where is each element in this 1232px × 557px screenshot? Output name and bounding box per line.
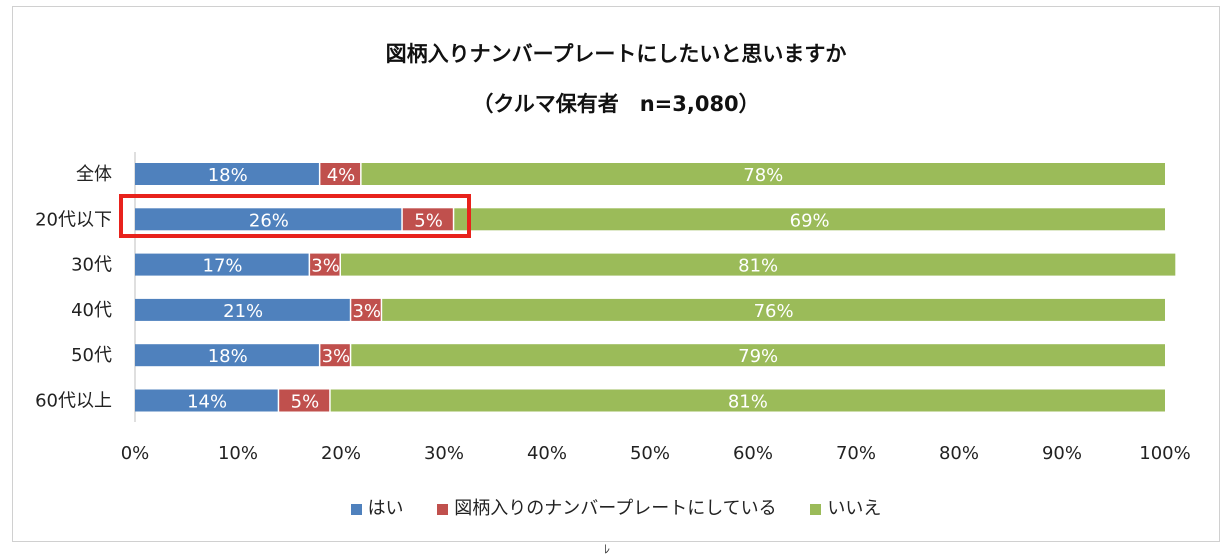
stacked-bar-chart: 全体 18% 4% 78% 20代以下 26% 5% 69% 30代 17% 3% 81% 40代 21%… bbox=[35, 152, 1191, 464]
x-tick-label: 0% bbox=[121, 443, 150, 464]
bar-segment bbox=[135, 344, 319, 367]
bar-segment bbox=[135, 208, 402, 231]
chart-subtitle: （クルマ保有者 n=3,080） bbox=[472, 92, 760, 116]
legend-item-no: いいえ bbox=[810, 494, 881, 520]
legend-label-already: 図柄入りのナンバープレートにしている bbox=[454, 498, 777, 519]
bar-segment bbox=[382, 298, 1165, 321]
x-tick-label: 30% bbox=[424, 443, 464, 464]
data-label: 3% bbox=[311, 256, 340, 277]
legend: はい 図柄入りのナンバープレートにしている いいえ bbox=[0, 494, 1232, 520]
x-tick-label: 20% bbox=[321, 443, 361, 464]
data-label: 18% bbox=[208, 165, 248, 186]
bar-segment bbox=[320, 344, 350, 367]
x-tick-label: 40% bbox=[527, 443, 567, 464]
bar-segment bbox=[310, 253, 340, 276]
data-label: 4% bbox=[327, 165, 356, 186]
bar-segment bbox=[351, 344, 1165, 367]
data-label: 5% bbox=[414, 210, 443, 231]
x-tick-label: 70% bbox=[836, 443, 876, 464]
bar-segment bbox=[135, 163, 319, 185]
x-tick-label: 100% bbox=[1139, 443, 1190, 464]
category-label: 50代 bbox=[71, 345, 112, 366]
data-label: 69% bbox=[790, 210, 830, 231]
legend-swatch-no bbox=[810, 503, 822, 515]
x-tick-label: 10% bbox=[218, 443, 258, 464]
data-label: 17% bbox=[203, 256, 243, 277]
footer-mark: ﾚ bbox=[604, 542, 611, 556]
bar-segment bbox=[341, 253, 1176, 276]
legend-label-no: いいえ bbox=[827, 498, 882, 519]
data-label: 81% bbox=[728, 392, 768, 413]
data-label: 26% bbox=[249, 210, 289, 231]
data-label: 18% bbox=[208, 346, 248, 367]
category-label: 30代 bbox=[71, 255, 112, 276]
category-label: 全体 bbox=[76, 164, 112, 185]
x-tick-label: 60% bbox=[733, 443, 773, 464]
bar-segment bbox=[135, 389, 278, 412]
highlight-box bbox=[119, 194, 471, 238]
x-tick-label: 50% bbox=[630, 443, 670, 464]
data-label: 3% bbox=[352, 301, 381, 322]
bar-segment bbox=[135, 298, 350, 321]
bar-segment bbox=[402, 208, 453, 231]
bar-segment bbox=[351, 298, 381, 321]
bar-segment bbox=[361, 163, 1166, 185]
legend-item-yes: はい bbox=[350, 494, 404, 520]
data-label: 79% bbox=[738, 346, 778, 367]
chart-title: 図柄入りナンバープレートにしたいと思いますか bbox=[385, 42, 847, 66]
bar-segment bbox=[320, 163, 361, 185]
data-label: 78% bbox=[743, 165, 783, 186]
x-tick-label: 90% bbox=[1042, 443, 1082, 464]
bar-segment bbox=[279, 389, 330, 412]
category-label: 20代以下 bbox=[35, 209, 112, 230]
data-label: 14% bbox=[187, 392, 227, 413]
legend-swatch-already bbox=[437, 503, 449, 515]
bar-segment bbox=[454, 208, 1165, 231]
data-label: 81% bbox=[738, 256, 778, 277]
category-label: 40代 bbox=[71, 300, 112, 321]
legend-item-already: 図柄入りのナンバープレートにしている bbox=[437, 494, 777, 520]
bar-segment bbox=[330, 389, 1165, 412]
x-tick-label: 80% bbox=[939, 443, 979, 464]
bar-segment bbox=[135, 253, 309, 276]
legend-label-yes: はい bbox=[367, 498, 404, 519]
data-label: 21% bbox=[223, 301, 263, 322]
data-label: 76% bbox=[754, 301, 794, 322]
legend-swatch-yes bbox=[350, 503, 362, 515]
data-label: 5% bbox=[291, 392, 320, 413]
data-label: 3% bbox=[322, 346, 351, 367]
category-label: 60代以上 bbox=[35, 391, 112, 412]
